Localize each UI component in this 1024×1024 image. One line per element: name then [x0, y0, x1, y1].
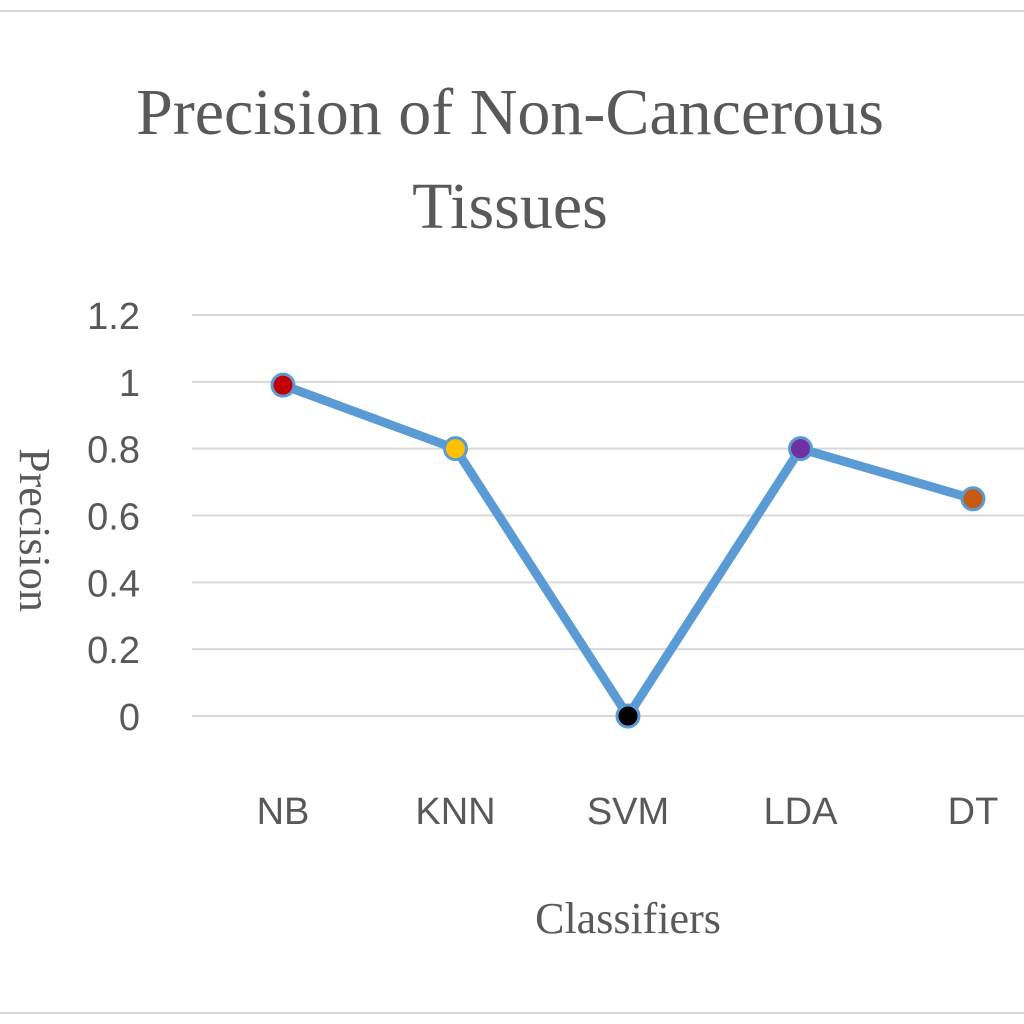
x-axis-ticks: NB KNN SVM LDA DT: [257, 791, 999, 833]
data-markers: [270, 372, 986, 729]
data-point-lda: [788, 436, 813, 462]
y-tick-label: 0: [119, 697, 140, 739]
x-axis-title: Classifiers: [535, 894, 721, 943]
x-tick-label: LDA: [764, 791, 839, 833]
series-line: [278, 380, 978, 721]
data-point-knn: [443, 436, 468, 462]
y-tick-label: 0.2: [87, 630, 140, 672]
data-point-svm: [615, 703, 641, 729]
y-axis-ticks: 0 0.2 0.4 0.6 0.8 1 1.2: [87, 296, 140, 739]
x-tick-label: DT: [948, 791, 999, 833]
x-tick-label: KNN: [415, 791, 495, 833]
x-tick-label: NB: [257, 791, 310, 833]
chart-title-line-1: Precision of Non-Cancerous: [136, 76, 884, 149]
y-tick-label: 0.8: [87, 430, 140, 472]
data-point-dt: [960, 486, 986, 512]
chart-frame: Precision of Non-Cancerous Tissues 0 0.2 0…: [0, 10, 1024, 1014]
data-point-nb: [270, 372, 296, 398]
chart-title-line-2: Tissues: [412, 170, 608, 243]
y-axis-title: Precision: [10, 448, 59, 612]
gridlines: [192, 314, 1024, 717]
y-tick-label: 1: [119, 363, 140, 405]
y-tick-label: 0.4: [87, 563, 140, 605]
y-tick-label: 1.2: [87, 296, 140, 338]
precision-line-chart: Precision of Non-Cancerous Tissues 00.20…: [10, 76, 1024, 943]
x-tick-label: SVM: [587, 791, 669, 833]
series-precision: [278, 380, 978, 721]
y-tick-label: 0.6: [87, 497, 140, 539]
